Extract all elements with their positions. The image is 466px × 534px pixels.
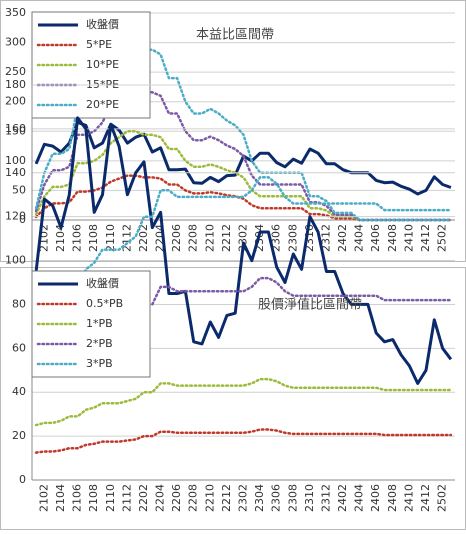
x-tick-label: 2210 bbox=[203, 224, 216, 252]
series-line bbox=[34, 377, 453, 427]
y-tick-label: 100 bbox=[5, 254, 26, 267]
x-tick-label: 2206 bbox=[170, 484, 183, 512]
legend-box bbox=[31, 11, 151, 119]
series-line bbox=[34, 428, 453, 454]
y-tick-label: 150 bbox=[5, 124, 26, 137]
x-tick-label: 2406 bbox=[369, 484, 382, 512]
x-tick-label: 2502 bbox=[436, 484, 449, 512]
y-tick-label: 200 bbox=[5, 95, 26, 108]
x-tick-label: 2106 bbox=[71, 224, 84, 252]
x-tick-label: 2404 bbox=[353, 224, 366, 252]
x-tick-label: 2310 bbox=[303, 484, 316, 512]
y-tick-label: 140 bbox=[5, 166, 26, 179]
x-tick-label: 2502 bbox=[436, 224, 449, 252]
x-tick-label: 2410 bbox=[402, 224, 415, 252]
series-line bbox=[34, 116, 453, 385]
legend-label: 收盤價 bbox=[86, 17, 119, 31]
x-tick-label: 2208 bbox=[187, 484, 200, 512]
y-tick-label: 0 bbox=[19, 213, 26, 226]
x-tick-label: 2110 bbox=[104, 224, 117, 252]
x-tick-label: 2102 bbox=[37, 484, 50, 512]
x-tick-label: 2306 bbox=[270, 484, 283, 512]
x-tick-label: 2402 bbox=[336, 224, 349, 252]
x-tick-label: 2108 bbox=[87, 224, 100, 252]
x-tick-label: 2412 bbox=[419, 484, 432, 512]
y-tick-label: 20 bbox=[12, 429, 26, 442]
x-tick-label: 2108 bbox=[87, 484, 100, 512]
x-tick-label: 2308 bbox=[286, 224, 299, 252]
chart-title: 股價淨值比區間帶 bbox=[258, 297, 362, 313]
x-tick-label: 2404 bbox=[353, 484, 366, 512]
legend-label: 2*PB bbox=[86, 337, 113, 350]
x-tick-label: 2212 bbox=[220, 484, 233, 512]
x-tick-label: 2408 bbox=[386, 224, 399, 252]
y-tick-label: 250 bbox=[5, 65, 26, 78]
x-tick-label: 2110 bbox=[104, 484, 117, 512]
y-tick-label: 50 bbox=[12, 183, 26, 196]
y-tick-label: 120 bbox=[5, 210, 26, 223]
x-tick-label: 2208 bbox=[187, 224, 200, 252]
x-tick-label: 2302 bbox=[237, 224, 250, 252]
chart-title: 本益比區間帶 bbox=[196, 28, 274, 43]
x-tick-label: 2402 bbox=[336, 484, 349, 512]
x-tick-label: 2104 bbox=[54, 484, 67, 512]
x-tick-label: 2206 bbox=[170, 224, 183, 252]
y-tick-label: 40 bbox=[12, 385, 26, 398]
x-tick-label: 2302 bbox=[237, 484, 250, 512]
x-tick-label: 2202 bbox=[137, 484, 150, 512]
y-tick-label: 350 bbox=[5, 6, 26, 19]
x-tick-label: 2212 bbox=[220, 224, 233, 252]
x-tick-label: 2112 bbox=[120, 484, 133, 512]
x-tick-label: 2312 bbox=[319, 484, 332, 512]
legend-label: 0.5*PB bbox=[86, 297, 123, 310]
x-tick-label: 2202 bbox=[137, 224, 150, 252]
x-tick-label: 2308 bbox=[286, 484, 299, 512]
legend-label: 3*PB bbox=[86, 357, 113, 370]
y-tick-label: 80 bbox=[12, 297, 26, 310]
legend-label: 5*PE bbox=[86, 38, 112, 51]
x-tick-label: 2312 bbox=[319, 224, 332, 252]
x-tick-label: 2304 bbox=[253, 484, 266, 512]
y-tick-label: 160 bbox=[5, 122, 26, 135]
y-tick-label: 180 bbox=[5, 78, 26, 91]
legend-label: 10*PE bbox=[86, 58, 119, 71]
y-tick-label: 60 bbox=[12, 341, 26, 354]
y-tick-label: 300 bbox=[5, 36, 26, 49]
y-tick-label: 100 bbox=[5, 154, 26, 167]
x-tick-label: 2412 bbox=[419, 224, 432, 252]
x-tick-label: 2410 bbox=[402, 484, 415, 512]
series-line bbox=[34, 175, 453, 317]
x-tick-label: 2106 bbox=[71, 484, 84, 512]
x-tick-label: 2204 bbox=[154, 484, 167, 512]
x-tick-label: 2406 bbox=[369, 224, 382, 252]
legend-label: 1*PB bbox=[86, 317, 113, 330]
x-tick-label: 2210 bbox=[203, 484, 216, 512]
legend-label: 收盤價 bbox=[86, 276, 119, 290]
x-tick-label: 2104 bbox=[54, 224, 67, 252]
x-tick-label: 2408 bbox=[386, 484, 399, 512]
legend-label: 20*PE bbox=[86, 98, 119, 111]
y-tick-label: 0 bbox=[19, 473, 26, 486]
